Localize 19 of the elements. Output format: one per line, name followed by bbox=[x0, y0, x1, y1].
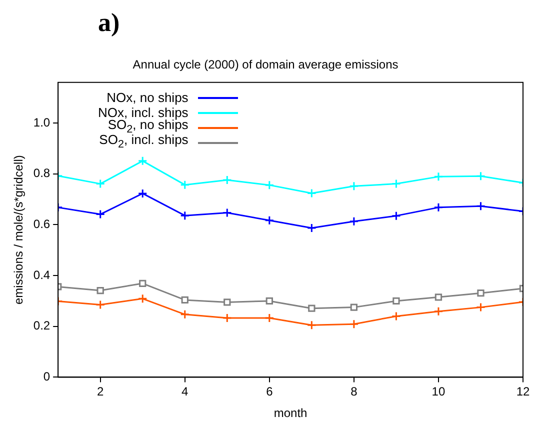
x-tick-label: 12 bbox=[516, 384, 530, 399]
y-tick-label: 0.6 bbox=[33, 217, 50, 232]
x-axis-title: month bbox=[274, 406, 308, 420]
y-axis-title: emissions / mole/(s*gridcell) bbox=[12, 155, 26, 304]
legend-label: NOx, no ships bbox=[106, 90, 188, 105]
text: a) bbox=[98, 8, 120, 38]
legend-label: NOx, incl. ships bbox=[98, 105, 188, 120]
x-tick-label: 6 bbox=[266, 384, 274, 399]
y-tick-label: 0.4 bbox=[33, 268, 50, 282]
x-tick-label: 8 bbox=[350, 384, 358, 399]
y-tick-label: 0.8 bbox=[33, 166, 50, 180]
y-tick-label: 0.2 bbox=[33, 318, 50, 333]
y-tick-label: 0 bbox=[43, 370, 50, 384]
y-tick-label: 1.0 bbox=[33, 115, 50, 130]
x-tick-label: 10 bbox=[432, 384, 446, 399]
x-tick-label: 4 bbox=[182, 384, 189, 399]
x-tick-label: 2 bbox=[97, 384, 104, 399]
chart-title: Annual cycle (2000) of domain average emissions bbox=[132, 58, 398, 72]
legend-label: SO$_{2}$, incl. ships bbox=[99, 132, 188, 153]
